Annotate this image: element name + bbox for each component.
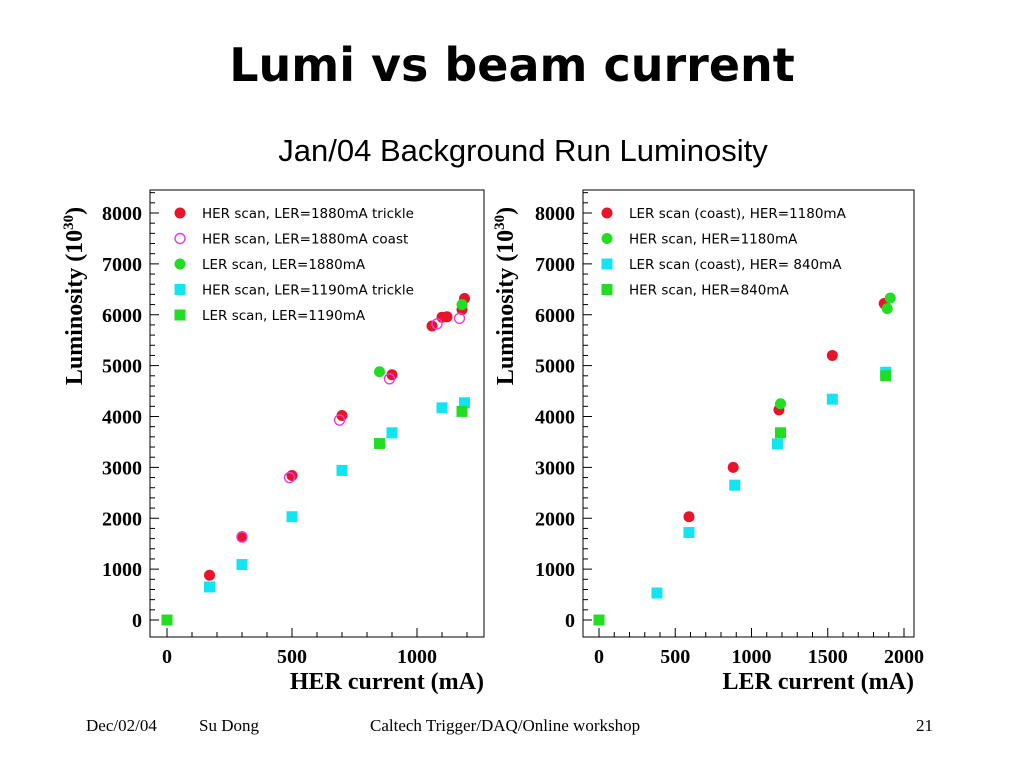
chart-1-series-2-point bbox=[333, 414, 346, 426]
chart-1-series-5-point bbox=[374, 437, 385, 449]
chart-1-series-4-point bbox=[286, 511, 298, 523]
chart-2-ytick-label: 2000 bbox=[535, 508, 575, 530]
chart-1-series-2-point bbox=[453, 312, 466, 325]
chart-1-series-3-point bbox=[374, 366, 385, 378]
chart-2-series-3-point bbox=[729, 479, 741, 491]
chart-2-legend-label: LER scan (coast), HER= 840mA bbox=[629, 257, 842, 273]
chart-2-ytick-label: 3000 bbox=[535, 457, 575, 479]
chart-2-ytick-label: 5000 bbox=[535, 356, 575, 378]
chart-2-legend-label: HER scan, HER=840mA bbox=[629, 283, 790, 299]
chart-2-series-2-point bbox=[774, 398, 786, 410]
chart-1-legend-label: LER scan, LER=1190mA bbox=[202, 308, 366, 324]
chart-1-series-1-point bbox=[286, 470, 298, 482]
chart-2-legend-label: LER scan (coast), HER=1180mA bbox=[629, 206, 847, 222]
chart-2-frame bbox=[582, 189, 915, 638]
chart-1-legend-label: HER scan, LER=1190mA trickle bbox=[202, 283, 414, 299]
chart-1-series-3-point bbox=[456, 299, 468, 311]
chart-2-legend-label: HER scan, HER=1180mA bbox=[629, 232, 798, 248]
chart-1-ytick-label: 4000 bbox=[102, 407, 142, 429]
chart-2-xtick-label: 0 bbox=[594, 646, 604, 668]
chart-1-ytick-label: 3000 bbox=[102, 457, 142, 479]
chart-1-xtick-label: 0 bbox=[162, 646, 172, 668]
chart-2-series-3-point bbox=[651, 587, 663, 599]
chart-1-ytick-label: 0 bbox=[132, 610, 142, 632]
chart-2-series-3-point bbox=[771, 438, 783, 450]
chart-1-ytick-label: 6000 bbox=[102, 305, 142, 327]
chart-2-series-1-point bbox=[683, 511, 695, 523]
chart-2-legend-marker bbox=[601, 258, 613, 270]
chart-1-series-4-point bbox=[336, 464, 348, 476]
chart-1-ytick-label: 1000 bbox=[102, 559, 142, 581]
chart-2-xtick-label: 2000 bbox=[884, 646, 924, 668]
chart-1-series-2-point bbox=[383, 373, 396, 385]
chart-1-series-2-point bbox=[283, 471, 296, 484]
chart-1-series-1-point bbox=[236, 531, 248, 543]
chart-2-xtick-label: 500 bbox=[660, 646, 690, 668]
chart-1-series-5-point bbox=[456, 405, 468, 417]
chart-2-series-1-point bbox=[727, 461, 739, 473]
chart-2-series-3-point bbox=[683, 526, 695, 538]
chart-1-series-4-point bbox=[236, 559, 248, 571]
footer-event: Caltech Trigger/DAQ/Online workshop bbox=[370, 716, 641, 735]
chart-2-ytick-label: 6000 bbox=[535, 305, 575, 327]
chart-1-legend-label: LER scan, LER=1880mA bbox=[202, 257, 366, 273]
chart-1-xtick-label: 500 bbox=[277, 646, 307, 668]
slide-title: Lumi vs beam current bbox=[229, 38, 795, 92]
chart-1-x-axis-label: HER current (mA) bbox=[290, 669, 484, 695]
chart-1-ytick-label: 7000 bbox=[102, 254, 142, 276]
chart-2-x-axis-label: LER current (mA) bbox=[722, 669, 914, 695]
chart-2-ytick-label: 8000 bbox=[535, 203, 575, 225]
chart-2-ytick-label: 0 bbox=[565, 610, 575, 632]
chart-1-legend-label: HER scan, LER=1880mA trickle bbox=[202, 206, 414, 222]
chart-2-y-axis-label: Luminosity (1030) bbox=[492, 207, 519, 385]
chart-2-legend-marker bbox=[601, 207, 613, 219]
chart-1-series-2-point bbox=[236, 531, 248, 543]
chart-1-legend-marker bbox=[174, 258, 186, 270]
chart-1-ytick-label: 5000 bbox=[102, 356, 142, 378]
chart-2-series-4-point bbox=[774, 427, 786, 439]
chart-1-legend-marker bbox=[174, 309, 186, 321]
chart-2-legend-marker bbox=[601, 233, 613, 244]
chart-2-legend-marker bbox=[601, 284, 613, 295]
chart-1-series-1-point bbox=[204, 569, 215, 581]
chart-main-title: Jan/04 Background Run Luminosity bbox=[278, 133, 768, 168]
footer-page-number: 21 bbox=[916, 716, 933, 735]
footer-date: Dec/02/04 bbox=[86, 716, 157, 735]
chart-2-ytick-label: 1000 bbox=[535, 559, 575, 581]
chart-2-series-1-point bbox=[826, 349, 838, 361]
chart-1-series-4-point bbox=[436, 402, 448, 414]
chart-2-series-2-point bbox=[881, 303, 893, 315]
chart-1-y-axis-label: Luminosity (1030) bbox=[61, 207, 88, 385]
footer-author: Su Dong bbox=[199, 716, 259, 735]
chart-1-series-4-point bbox=[386, 427, 398, 439]
chart-1-ytick-label: 8000 bbox=[102, 203, 142, 225]
chart-2-series-3-point bbox=[826, 393, 838, 405]
chart-1-ytick-label: 2000 bbox=[102, 508, 142, 530]
chart-1-series-5-point bbox=[161, 614, 173, 626]
chart-1-legend-marker bbox=[174, 207, 186, 219]
chart-2-series-2-point bbox=[884, 292, 896, 304]
chart-2-series-4-point bbox=[880, 370, 892, 382]
chart-1-legend-marker bbox=[174, 232, 186, 245]
chart-2-xtick-label: 1500 bbox=[808, 646, 848, 668]
chart-1-series-4-point bbox=[459, 397, 470, 409]
chart-1-series-4-point bbox=[204, 581, 215, 593]
chart-1-legend-marker bbox=[174, 284, 186, 295]
chart-2-xtick-label: 1000 bbox=[732, 646, 772, 668]
chart-1-series-1-point bbox=[441, 311, 453, 323]
chart-2-ytick-label: 4000 bbox=[535, 407, 575, 429]
chart-1-legend-label: HER scan, LER=1880mA coast bbox=[202, 232, 408, 248]
chart-1-xtick-label: 1000 bbox=[397, 646, 437, 668]
chart-2-series-4-point bbox=[593, 614, 605, 626]
chart-1-series-2-point bbox=[431, 318, 443, 330]
chart-2-ytick-label: 7000 bbox=[535, 254, 575, 276]
